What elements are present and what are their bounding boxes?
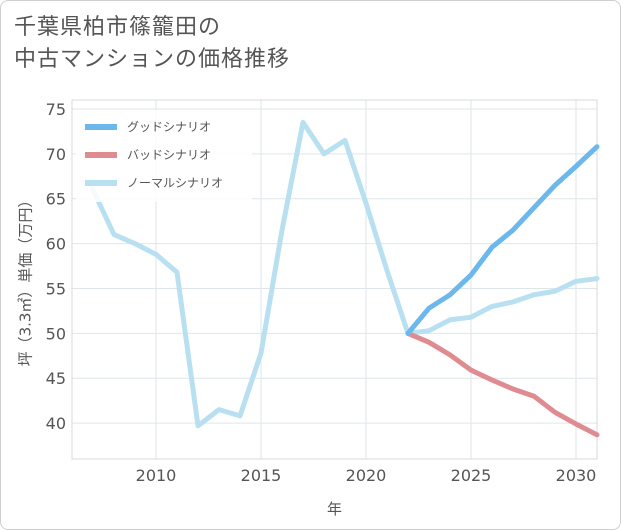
y-tick-label: 40 [46,414,66,433]
x-tick-label: 2020 [346,466,387,485]
y-tick-label: 75 [46,100,66,119]
tick-labels: 2010 2015 2020 2025 2030 40 45 50 55 60 65 70 75 [46,100,597,485]
y-tick-label: 70 [46,145,66,164]
grid-lines [72,100,597,459]
series-layer [90,119,600,438]
x-tick-label: 2010 [136,466,177,485]
y-tick-label: 50 [46,324,66,343]
x-tick-label: 2030 [556,466,597,485]
y-tick-label: 55 [46,279,66,298]
series-line-2 [90,119,600,429]
y-tick-label: 60 [46,235,66,254]
series-line-0 [405,144,600,336]
y-axis-label: 坪（3.3㎡）単価（万円） [17,193,35,367]
y-tick-label: 45 [46,369,66,388]
legend-label: ノーマルシナリオ [127,176,223,190]
series-line-1 [405,330,600,438]
legend-label: バッドシナリオ [127,148,211,162]
x-tick-label: 2015 [241,466,282,485]
chart-title: 千葉県柏市篠籠田の 中古マンションの価格推移 [14,15,291,72]
x-axis-label: 年 [327,500,342,518]
legend-label: グッドシナリオ [127,120,211,134]
x-tick-label: 2025 [451,466,492,485]
y-tick-label: 65 [46,190,66,209]
